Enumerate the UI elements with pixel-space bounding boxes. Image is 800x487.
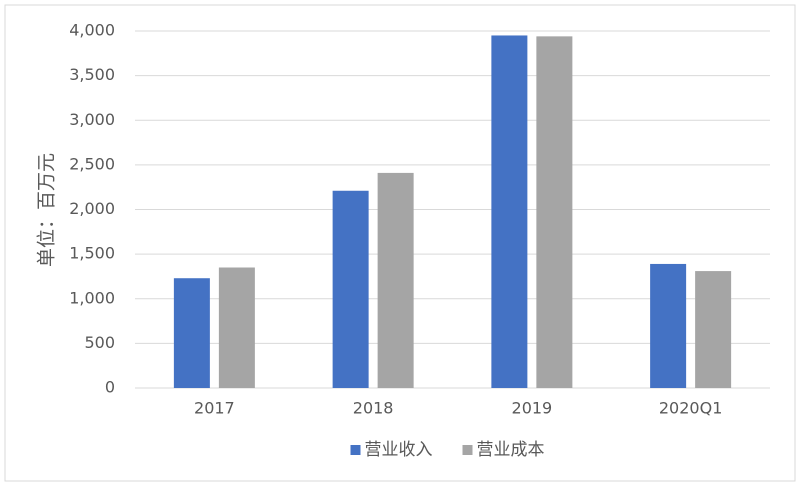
x-tick-label: 2019 xyxy=(512,399,553,418)
y-tick-label: 3,500 xyxy=(69,65,115,84)
x-tick-label: 2020Q1 xyxy=(659,399,723,418)
y-tick-label: 2,500 xyxy=(69,154,115,173)
y-tick-label: 1,000 xyxy=(69,288,115,307)
y-tick-label: 0 xyxy=(105,378,115,397)
bar xyxy=(650,263,687,388)
x-tick-label: 2018 xyxy=(353,399,394,418)
y-tick-label: 1,500 xyxy=(69,244,115,263)
y-tick-label: 2,000 xyxy=(69,199,115,218)
x-tick-label: 2017 xyxy=(194,399,235,418)
bar xyxy=(695,271,732,388)
bar xyxy=(377,172,414,388)
y-axis-label: 单位：百万元 xyxy=(36,153,58,267)
bar xyxy=(536,36,573,388)
legend-label: 营业成本 xyxy=(477,440,545,460)
bar xyxy=(218,267,255,388)
legend-swatch xyxy=(462,445,473,455)
legend-label: 营业收入 xyxy=(365,440,433,460)
legend-swatch xyxy=(350,445,361,455)
y-tick-label: 3,000 xyxy=(69,110,115,129)
bar xyxy=(173,278,210,388)
y-tick-label: 500 xyxy=(84,333,115,352)
y-tick-label: 4,000 xyxy=(69,21,115,40)
bar xyxy=(332,190,369,388)
bar xyxy=(491,35,528,389)
